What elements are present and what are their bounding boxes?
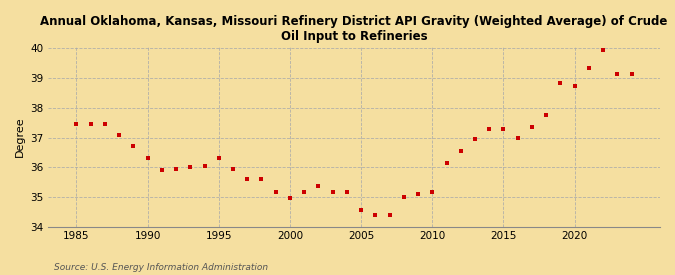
Title: Annual Oklahoma, Kansas, Missouri Refinery District API Gravity (Weighted Averag: Annual Oklahoma, Kansas, Missouri Refine… bbox=[40, 15, 668, 43]
Text: Source: U.S. Energy Information Administration: Source: U.S. Energy Information Administ… bbox=[54, 263, 268, 272]
Y-axis label: Degree: Degree bbox=[15, 116, 25, 157]
